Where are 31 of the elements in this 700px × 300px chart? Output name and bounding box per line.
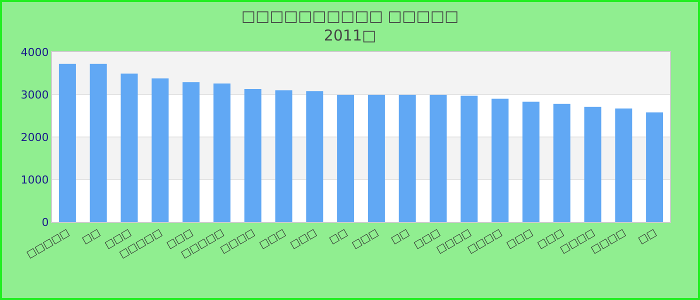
bar [337,94,354,222]
y-tick-label: 1000 [20,173,49,186]
bar [90,64,107,222]
chart-title: □□□□□□□□□□ □□□□□ [241,7,459,25]
bar [492,98,509,222]
bar [430,94,447,222]
bar [615,108,632,222]
y-tick-label: 0 [42,216,49,229]
bar [213,83,230,222]
bar [120,74,138,222]
x-tick-label: □□ [389,227,412,246]
bar [58,64,76,222]
x-tick-label: □□ [80,227,102,246]
x-tick-label: □□ [328,227,350,246]
chart-subtitle: 2011□ [324,26,376,44]
y-tick-label: 3000 [20,88,49,102]
bar [244,88,262,222]
bar [553,104,570,222]
y-tick-label: 4000 [20,46,49,59]
bar [460,96,478,222]
bar [646,112,664,222]
y-tick-label: 2000 [20,130,49,144]
bar [306,91,324,222]
bar [182,82,200,222]
bar [152,78,169,222]
bar [275,90,292,222]
x-tick-label: □□ [636,227,659,246]
bar [584,106,602,222]
bar [368,94,385,222]
bar [398,94,416,222]
bar [522,102,540,222]
